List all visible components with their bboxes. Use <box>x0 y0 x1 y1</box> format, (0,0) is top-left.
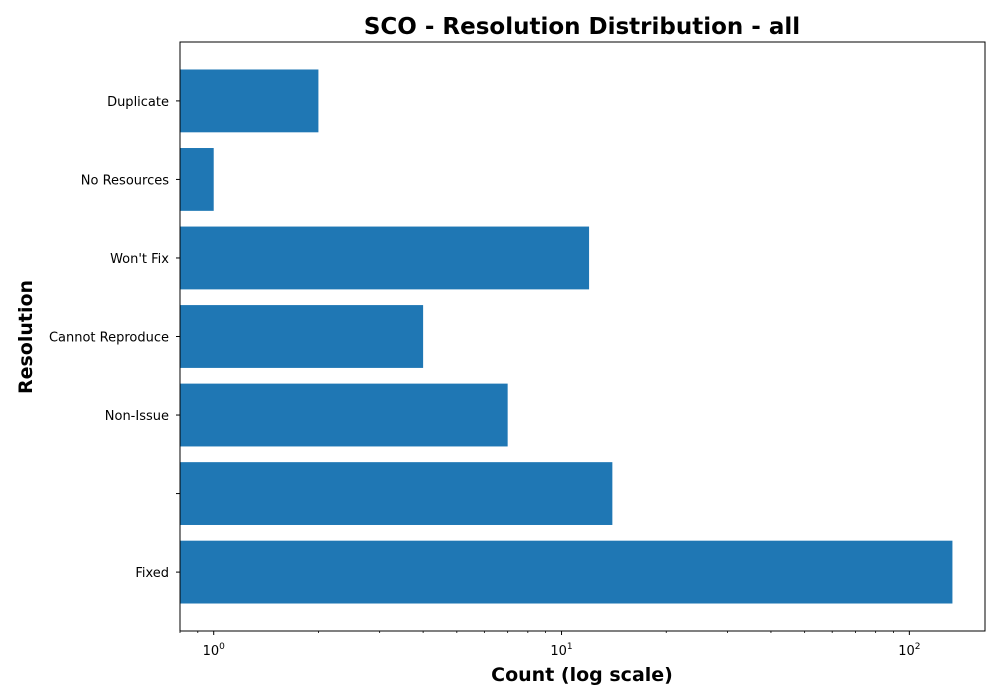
y-ticks-layer: Fixed Non-Issue Cannot Reproduce Won't Fix N… <box>49 95 180 581</box>
x-axis-label: Count (log scale) <box>491 664 673 686</box>
bar <box>180 383 508 447</box>
chart-title: SCO - Resolution Distribution - all <box>364 14 800 40</box>
bar <box>180 148 214 211</box>
bars-layer <box>180 69 953 604</box>
x-tick-label: 102 <box>898 642 920 659</box>
y-tick-label: Fixed <box>135 566 169 581</box>
y-tick-label: No Resources <box>81 173 169 188</box>
x-tick-label: 101 <box>550 642 572 659</box>
bar <box>180 305 424 368</box>
bar <box>180 69 319 133</box>
y-tick-label: Won't Fix <box>110 252 169 267</box>
y-tick-label: Non-Issue <box>105 409 169 424</box>
bar <box>180 226 590 290</box>
x-ticks-layer: 100 101 102 <box>179 631 920 659</box>
bar <box>180 462 613 525</box>
y-axis-label: Resolution <box>15 280 37 394</box>
y-tick-label: Duplicate <box>107 95 169 110</box>
y-tick-label: Cannot Reproduce <box>49 331 169 346</box>
x-tick-label: 100 <box>203 642 226 659</box>
bar <box>180 540 953 604</box>
